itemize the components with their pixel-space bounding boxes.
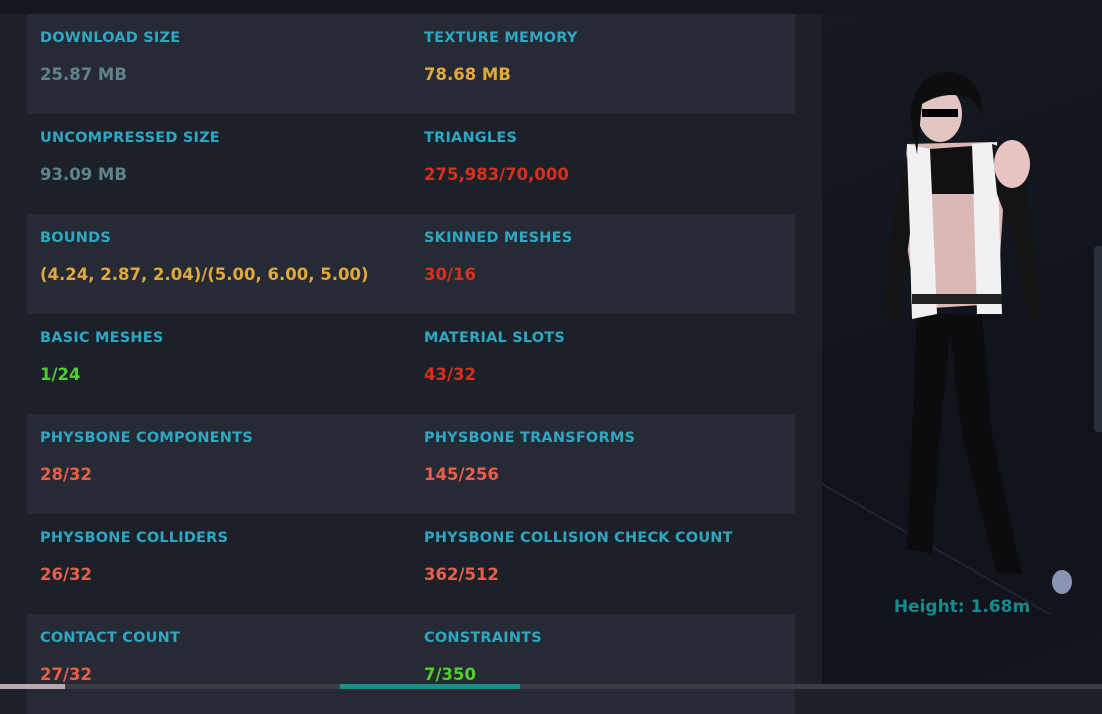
stat-label: PHYSBONE TRANSFORMS (424, 430, 636, 446)
stat-value: (4.24, 2.87, 2.04)/(5.00, 6.00, 5.00) (40, 265, 369, 284)
bottom-segment (0, 684, 65, 689)
avatar-height-label: Height: 1.68m (893, 597, 1031, 617)
top-bar (0, 0, 1102, 14)
stat-label: BOUNDS (40, 230, 111, 246)
stat-label: PHYSBONE COMPONENTS (40, 430, 253, 446)
stat-value: 27/32 (40, 665, 92, 684)
stats-row: PHYSBONE COMPONENTS 28/32 PHYSBONE TRANSFO… (27, 414, 795, 514)
stat-label: BASIC MESHES (40, 330, 164, 346)
avatar-preview[interactable]: Height: 1.68m (822, 14, 1102, 684)
stats-row: UNCOMPRESSED SIZE 93.09 MB TRIANGLES 275,98… (27, 114, 795, 214)
stat-value: 78.68 MB (424, 65, 511, 84)
stat-value: 362/512 (424, 565, 499, 584)
performance-stats-list: DOWNLOAD SIZE 25.87 MB TEXTURE MEMORY 78.68… (27, 14, 795, 714)
stat-label: PHYSBONE COLLISION CHECK COUNT (424, 530, 733, 546)
stat-label: TRIANGLES (424, 130, 518, 146)
stat-value: 145/256 (424, 465, 499, 484)
stat-value: 28/32 (40, 465, 92, 484)
avatar-model-image (822, 71, 1072, 614)
stat-value: 30/16 (424, 265, 476, 284)
stats-row: CONTACT COUNT 27/32 CONSTRAINTS 7/350 (27, 614, 795, 714)
stats-row: DOWNLOAD SIZE 25.87 MB TEXTURE MEMORY 78.68… (27, 14, 795, 114)
stat-label: UNCOMPRESSED SIZE (40, 130, 220, 146)
stat-label: TEXTURE MEMORY (424, 30, 578, 46)
scroll-gutter (795, 14, 822, 689)
stat-value: 93.09 MB (40, 165, 127, 184)
stat-value: 275,983/70,000 (424, 165, 569, 184)
stat-label: MATERIAL SLOTS (424, 330, 566, 346)
panel-resize-handle[interactable] (1094, 246, 1102, 432)
stat-label: DOWNLOAD SIZE (40, 30, 181, 46)
stat-label: CONSTRAINTS (424, 630, 542, 646)
stat-value: 25.87 MB (40, 65, 127, 84)
bottom-bar (0, 684, 1102, 689)
stats-row: PHYSBONE COLLIDERS 26/32 PHYSBONE COLLISIO… (27, 514, 795, 614)
bottom-segment (340, 684, 520, 689)
stat-label: CONTACT COUNT (40, 630, 181, 646)
stat-value: 26/32 (40, 565, 92, 584)
stat-value: 43/32 (424, 365, 476, 384)
stat-label: SKINNED MESHES (424, 230, 573, 246)
stat-value: 7/350 (424, 665, 476, 684)
stat-value: 1/24 (40, 365, 81, 384)
stat-label: PHYSBONE COLLIDERS (40, 530, 229, 546)
stats-row: BASIC MESHES 1/24 MATERIAL SLOTS 43/32 (27, 314, 795, 414)
stats-row: BOUNDS (4.24, 2.87, 2.04)/(5.00, 6.00, 5.… (27, 214, 795, 314)
